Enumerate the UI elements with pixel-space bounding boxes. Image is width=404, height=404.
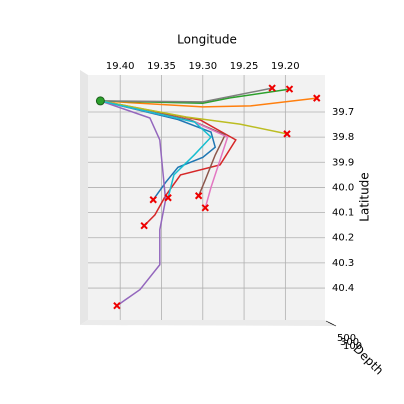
z-tick-label: 100	[343, 341, 362, 352]
z-tick	[329, 322, 337, 327]
y-axis-label: Latitude	[358, 172, 372, 221]
trajectory	[100, 100, 213, 198]
end-marker	[268, 84, 276, 92]
x-tick-label: 19.35	[147, 61, 176, 72]
end-marker	[164, 194, 172, 202]
trajectory	[100, 100, 167, 307]
y-tick-label: 39.8	[332, 132, 354, 143]
z-tick-label: 500	[337, 333, 356, 344]
trajectory	[100, 97, 317, 108]
x-axis-label: Longitude	[177, 33, 237, 47]
trajectory	[100, 100, 288, 135]
end-marker	[149, 196, 157, 204]
trajectory	[100, 87, 273, 103]
end-marker	[201, 204, 209, 212]
trajectory	[100, 100, 227, 196]
y-tick-label: 40.1	[332, 208, 354, 219]
end-marker	[194, 192, 203, 200]
end-marker	[283, 130, 291, 138]
bottom-pane	[80, 320, 335, 326]
y-tick-label: 39.9	[332, 157, 354, 168]
z-tick-label: 300	[340, 337, 359, 348]
end-marker	[140, 221, 148, 230]
y-tick-label: 40.3	[332, 258, 354, 269]
x-tick-label: 19.30	[188, 61, 217, 72]
end-marker	[285, 85, 294, 93]
y-tick-label: 40.4	[332, 283, 354, 294]
y-tick-label: 40.2	[332, 233, 354, 244]
start-marker	[95, 96, 105, 106]
y-tick-label: 39.7	[332, 107, 354, 118]
x-tick-label: 19.20	[271, 61, 300, 72]
x-tick-label: 19.25	[230, 61, 259, 72]
trajectory	[100, 100, 217, 201]
x-tick-label: 19.40	[106, 61, 135, 72]
trajectory	[100, 100, 237, 227]
end-marker	[313, 94, 321, 102]
end-marker	[113, 301, 121, 310]
side-pane	[80, 70, 88, 325]
y-tick-label: 40.0	[332, 182, 354, 193]
